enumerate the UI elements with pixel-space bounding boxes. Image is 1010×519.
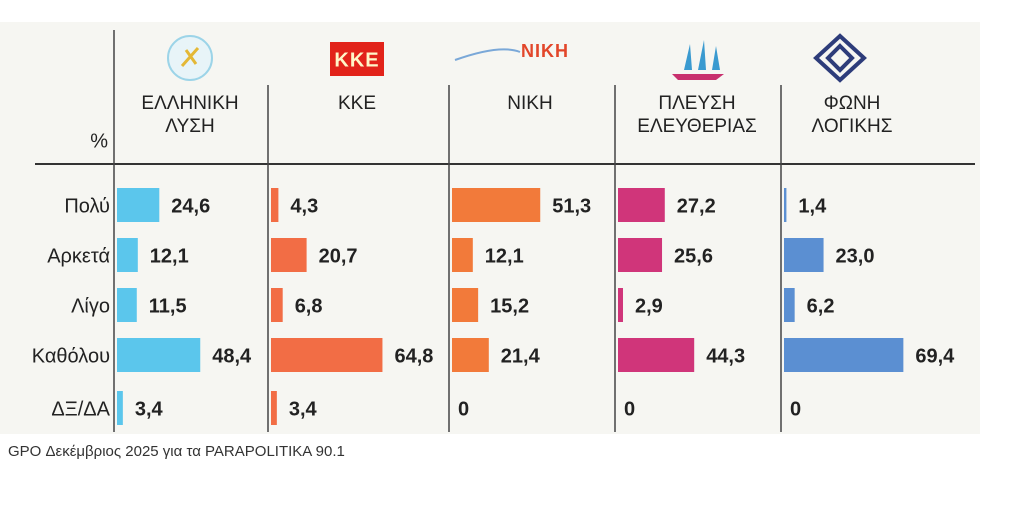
bar (117, 188, 160, 222)
series-name: ΚΚΕ (337, 93, 377, 114)
value-label: 6,8 (295, 295, 323, 317)
value-label: 0 (790, 398, 801, 420)
series-name: ΝΙΚΗ (507, 93, 553, 114)
value-label: 0 (624, 398, 635, 420)
logo-pleusi (672, 40, 724, 80)
bar (452, 188, 541, 222)
source-note: GPO Δεκέμβριος 2025 για τα PARAPOLITIKA … (8, 443, 345, 460)
bar (784, 288, 795, 322)
value-label: 1,4 (798, 195, 827, 217)
bar (618, 288, 623, 322)
value-label: 12,1 (150, 245, 189, 267)
value-label: 11,5 (149, 295, 187, 317)
value-label: 20,7 (319, 245, 358, 267)
unit-label: % (90, 130, 108, 152)
row-label: Λίγο (71, 295, 110, 317)
value-label: 24,6 (171, 195, 210, 217)
bar (784, 338, 904, 372)
bar (784, 238, 824, 272)
value-label: 27,2 (677, 195, 716, 217)
logo-elliniki-lysi (167, 35, 213, 81)
logo-text: ΝΙΚΗ (521, 41, 569, 61)
logo-text: ΚΚΕ (334, 49, 379, 71)
value-label: 21,4 (501, 345, 541, 367)
bar (117, 391, 123, 425)
value-label: 23,0 (836, 245, 875, 267)
bar (618, 188, 665, 222)
row-label: Αρκετά (47, 245, 110, 267)
bar (271, 238, 307, 272)
bar (784, 188, 787, 222)
bar (117, 338, 201, 372)
value-label: 2,9 (635, 295, 663, 317)
value-label: 51,3 (552, 195, 591, 217)
panel-background (0, 22, 980, 434)
bar (618, 238, 663, 272)
bar (271, 391, 277, 425)
bar (618, 338, 695, 372)
row-label: Πολύ (64, 195, 110, 217)
bar (117, 238, 138, 272)
logo-kke-box (330, 42, 384, 76)
row-label: Καθόλου (32, 345, 110, 367)
bar (271, 288, 283, 322)
row-label: ΔΞ/ΔΑ (51, 398, 110, 420)
value-label: 12,1 (485, 245, 524, 267)
value-label: 3,4 (135, 398, 164, 420)
value-label: 0 (458, 398, 469, 420)
value-label: 64,8 (394, 345, 433, 367)
logo-foni-logikis (813, 33, 867, 83)
value-label: 48,4 (212, 345, 252, 367)
value-label: 69,4 (915, 345, 955, 367)
series-name: ΠΛΕΥΣΗ ΕΛΕΥΘΕΡΙΑΣ (637, 93, 757, 137)
bar (452, 288, 479, 322)
value-label: 15,2 (490, 295, 529, 317)
value-label: 4,3 (290, 195, 318, 217)
bar (117, 288, 137, 322)
logo-niki-swoosh (454, 48, 521, 61)
bar (452, 238, 473, 272)
value-label: 25,6 (674, 245, 713, 267)
value-label: 6,2 (807, 295, 835, 317)
bar (271, 188, 279, 222)
series-name: ΕΛΛΗΝΙΚΗ ΛΥΣΗ (141, 93, 239, 137)
bar (452, 338, 489, 372)
value-label: 3,4 (289, 398, 318, 420)
bar (271, 338, 383, 372)
value-label: 44,3 (706, 345, 745, 367)
series-name: ΦΩΝΗ ΛΟΓΙΚΗΣ (811, 93, 893, 137)
